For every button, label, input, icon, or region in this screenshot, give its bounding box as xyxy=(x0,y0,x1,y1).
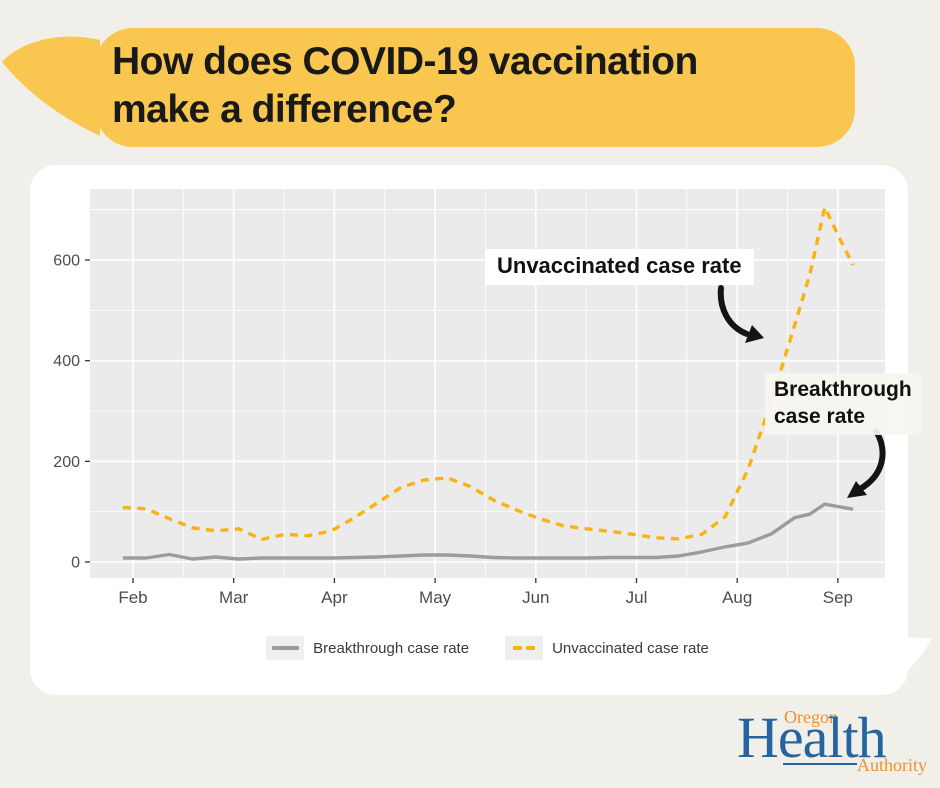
chart-legend: Breakthrough case rate Unvaccinated case… xyxy=(90,633,885,663)
x-axis-label: Jun xyxy=(522,588,549,607)
logo-authority-text: Authority xyxy=(857,755,927,775)
breakthrough-annotation-line2: case rate xyxy=(774,405,866,428)
card-bubble-tail xyxy=(846,636,932,696)
breakthrough-arrow-icon xyxy=(847,428,886,498)
x-axis-label: May xyxy=(419,588,452,607)
speech-bubble-tail xyxy=(2,36,100,136)
page-title-line2: make a difference? xyxy=(112,88,457,131)
y-axis-label: 400 xyxy=(53,353,80,370)
x-axis-label: Aug xyxy=(722,588,752,607)
breakthrough-annotation-line1: Breakthrough xyxy=(774,378,912,401)
x-axis-label: Mar xyxy=(219,588,249,607)
oregon-health-authority-logo: Oregon Health Authority xyxy=(737,705,927,782)
logo-health-text: Health xyxy=(737,705,887,770)
page-title-line1: How does COVID-19 vaccination xyxy=(112,40,698,83)
legend-item-breakthrough: Breakthrough case rate xyxy=(266,636,469,660)
x-axis-label: Feb xyxy=(118,588,147,607)
x-axis-label: Sep xyxy=(823,588,853,607)
x-axis-label: Jul xyxy=(626,588,648,607)
legend-item-unvaccinated: Unvaccinated case rate xyxy=(505,636,709,660)
logo-oregon-text: Oregon xyxy=(784,707,838,727)
y-axis-label: 200 xyxy=(53,454,80,471)
breakthrough-annotation: Breakthrough case rate xyxy=(765,373,921,435)
legend-label-breakthrough: Breakthrough case rate xyxy=(313,639,470,657)
legend-label-unvaccinated: Unvaccinated case rate xyxy=(552,639,709,657)
breakthrough-line-key-icon xyxy=(266,636,305,660)
unvaccinated-case-rate-line xyxy=(122,205,855,542)
x-axis-label: Apr xyxy=(321,588,348,607)
breakthrough-case-rate-line xyxy=(122,502,854,561)
title-bubble: How does COVID-19 vaccination make a dif… xyxy=(95,28,855,147)
logo-rule xyxy=(783,763,857,765)
unvaccinated-arrow-icon xyxy=(717,285,764,343)
y-axis-label: 600 xyxy=(53,253,80,270)
unvaccinated-annotation: Unvaccinated case rate xyxy=(485,249,754,285)
y-axis-label: 0 xyxy=(71,555,80,572)
unvaccinated-line-key-icon xyxy=(505,636,544,660)
chart-card: 0 200 400 600 Feb Mar Apr May Jun Jul Aug Sep Unvac… xyxy=(30,165,932,696)
